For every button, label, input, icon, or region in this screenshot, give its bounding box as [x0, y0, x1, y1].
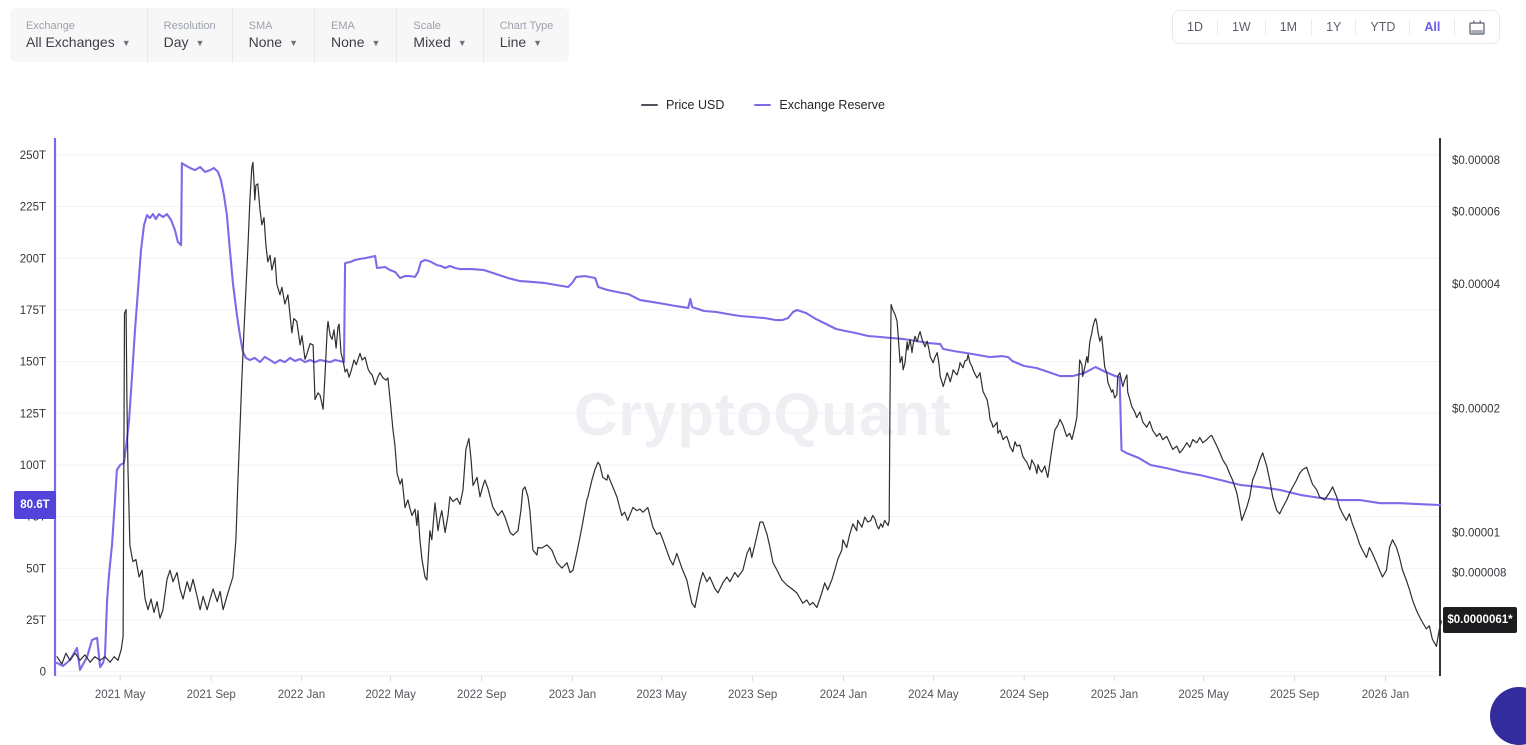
svg-text:2023 Sep: 2023 Sep [728, 689, 777, 701]
chevron-down-icon: ▼ [289, 37, 299, 48]
svg-text:2024 May: 2024 May [908, 689, 959, 701]
price-line-swatch [641, 103, 659, 107]
scale-label: Scale [413, 20, 441, 32]
cryptoquant-watermark: CryptoQuant [574, 381, 952, 448]
resolution-dropdown[interactable]: Resolution Day ▼ [148, 8, 233, 62]
svg-text:2021 May: 2021 May [95, 689, 146, 701]
svg-text:2024 Jan: 2024 Jan [820, 689, 867, 701]
svg-text:100T: 100T [20, 460, 46, 472]
chevron-down-icon: ▼ [457, 37, 467, 48]
svg-text:2025 Sep: 2025 Sep [1270, 689, 1319, 701]
svg-text:25T: 25T [26, 615, 46, 627]
svg-text:$0.000008: $0.000008 [1452, 568, 1506, 580]
exchange-label: Exchange [26, 20, 75, 32]
reserve-current-value-badge: 80.6T [14, 491, 56, 519]
svg-text:250T: 250T [20, 150, 46, 162]
range-option-1m[interactable]: 1M [1264, 19, 1311, 35]
sma-label: SMA [248, 20, 273, 32]
chevron-down-icon: ▼ [371, 37, 381, 48]
svg-text:175T: 175T [20, 305, 46, 317]
legend-label-reserve: Exchange Reserve [779, 98, 885, 112]
svg-text:2022 Sep: 2022 Sep [457, 689, 506, 701]
svg-text:$0.00004: $0.00004 [1452, 279, 1501, 291]
exchange-value: All Exchanges [26, 34, 115, 50]
reserve-line-swatch [754, 103, 772, 107]
svg-text:$0.00001: $0.00001 [1452, 528, 1500, 540]
svg-text:2022 Jan: 2022 Jan [278, 689, 325, 701]
ema-label: EMA [331, 20, 355, 32]
chart-type-value: Line [499, 34, 527, 50]
range-option-ytd[interactable]: YTD [1355, 19, 1409, 35]
range-option-1w[interactable]: 1W [1216, 19, 1265, 35]
resolution-value: Day [163, 34, 189, 50]
resolution-label: Resolution [163, 20, 216, 32]
range-option-1y[interactable]: 1Y [1311, 19, 1355, 35]
price-current-value-badge: $0.0000061* [1443, 607, 1517, 633]
svg-text:2025 Jan: 2025 Jan [1091, 689, 1138, 701]
sma-value: None [248, 34, 283, 50]
chart-settings-toolbar: Exchange All Exchanges ▼ Resolution Day … [10, 8, 570, 62]
ema-dropdown[interactable]: EMA None ▼ [315, 8, 398, 62]
legend-item-price[interactable]: Price USD [641, 98, 724, 112]
legend-label-price: Price USD [666, 98, 725, 112]
svg-text:2023 May: 2023 May [636, 689, 687, 701]
chart-type-dropdown[interactable]: Chart Type Line ▼ [484, 8, 570, 62]
svg-text:2021 Sep: 2021 Sep [187, 689, 236, 701]
svg-text:2025 May: 2025 May [1178, 689, 1229, 701]
chevron-down-icon: ▼ [195, 37, 205, 48]
range-option-1d[interactable]: 1D [1187, 20, 1203, 34]
calendar-icon[interactable] [1454, 18, 1499, 36]
svg-text:2024 Sep: 2024 Sep [1000, 689, 1049, 701]
svg-text:150T: 150T [20, 357, 46, 369]
svg-text:200T: 200T [20, 253, 46, 265]
svg-text:$0.00008: $0.00008 [1452, 155, 1500, 167]
sma-dropdown[interactable]: SMA None ▼ [233, 8, 316, 62]
chevron-down-icon: ▼ [121, 37, 131, 48]
chart-type-label: Chart Type [499, 20, 554, 32]
svg-text:125T: 125T [20, 408, 46, 420]
scale-dropdown[interactable]: Scale Mixed ▼ [397, 8, 484, 62]
svg-text:50T: 50T [26, 563, 46, 575]
svg-text:$0.00006: $0.00006 [1452, 207, 1500, 219]
exchange-dropdown[interactable]: Exchange All Exchanges ▼ [10, 8, 148, 62]
ema-value: None [331, 34, 365, 50]
range-option-all[interactable]: All [1409, 19, 1454, 35]
svg-text:225T: 225T [20, 202, 46, 214]
svg-text:2026 Jan: 2026 Jan [1362, 689, 1409, 701]
svg-text:$0.00002: $0.00002 [1452, 403, 1500, 415]
svg-text:2022 May: 2022 May [365, 689, 416, 701]
scale-value: Mixed [413, 34, 451, 50]
legend-item-reserve[interactable]: Exchange Reserve [754, 98, 885, 112]
svg-text:2023 Jan: 2023 Jan [549, 689, 596, 701]
chart-legend: Price USD Exchange Reserve [0, 98, 1526, 112]
chevron-down-icon: ▼ [533, 37, 543, 48]
time-range-selector: 1D 1W 1M 1Y YTD All [1172, 10, 1501, 44]
svg-text:0: 0 [40, 667, 46, 679]
price-reserve-chart[interactable]: 250T225T200T175T150T125T100T75T50T25T0$0… [0, 0, 1526, 710]
